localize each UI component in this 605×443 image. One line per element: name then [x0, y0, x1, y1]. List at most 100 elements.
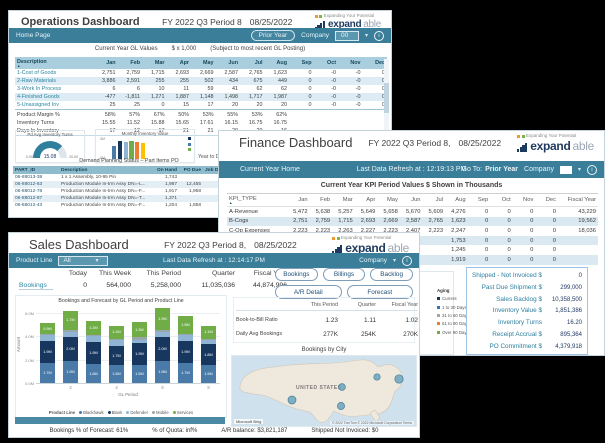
bar-segment: 1.3M	[132, 322, 147, 338]
column-header[interactable]: Jun	[399, 193, 423, 207]
summary-column-header: Fiscal Year	[253, 270, 287, 277]
kpi-label: Shipped - Not Invoiced $	[472, 272, 542, 280]
sales-titlebar: Sales Dashboard FY 2022 Q3 Period 8, 08/2…	[9, 233, 419, 256]
monthly-inventory-chart-card: Monthly Inventory Value 5M 0M	[95, 129, 195, 163]
chevron-down-icon[interactable]: ▾	[364, 33, 368, 39]
info-icon[interactable]: i	[587, 164, 597, 175]
company-input[interactable]	[559, 165, 572, 174]
column-header[interactable]: Fiscal Year	[558, 193, 598, 207]
column-header[interactable]: Jan	[93, 57, 118, 69]
footer-stat: % of Quota: inf%	[152, 428, 198, 434]
finance-titlebar: Finance Dashboard FY 2022 Q3 Period 8, 08…	[219, 131, 604, 154]
x-axis-tick	[86, 385, 101, 390]
info-icon[interactable]: i	[402, 255, 412, 266]
prior-year-button[interactable]: Prior Year	[250, 30, 296, 41]
column-header[interactable]: Sep	[467, 193, 491, 207]
sales-dashboard-window: Sales Dashboard FY 2022 Q3 Period 8, 08/2…	[8, 232, 420, 438]
column-header[interactable]: Dec	[535, 193, 558, 207]
goto-prior-year-link[interactable]: Go To: Prior Year	[461, 166, 519, 173]
column-header[interactable]: PO Due	[179, 166, 203, 174]
bar-segment: 1.9M	[132, 343, 147, 366]
legend-item: 31 to 60 Days	[437, 312, 473, 320]
column-header[interactable]: May	[191, 57, 216, 69]
orange-square-icon	[517, 134, 521, 138]
column-header[interactable]: Feb	[309, 193, 333, 207]
product-line-label: Product Line	[16, 257, 53, 264]
nav-home-page[interactable]: Home Page	[16, 32, 51, 39]
bar-segment: 2.0M	[155, 337, 170, 361]
column-header[interactable]: Mar	[332, 193, 355, 207]
logo-text-light: able	[572, 138, 594, 153]
product-line-select[interactable]: All	[57, 255, 108, 266]
kpi-value: 4,379,918	[555, 343, 582, 350]
sales-action-buttons: Bookings Billings Backlog A/R Detail Foreca…	[275, 268, 414, 299]
forecast-button[interactable]: Forecast	[346, 285, 413, 299]
column-header[interactable]: Oct	[490, 193, 513, 207]
bookings-button[interactable]: Bookings	[275, 268, 318, 281]
column-header[interactable]: Jul	[240, 57, 265, 69]
green-square-icon	[521, 134, 525, 138]
column-header[interactable]: Sep	[289, 57, 314, 69]
column-header[interactable]: Job Due	[203, 166, 223, 174]
column-header[interactable]: Dec	[362, 57, 387, 69]
column-header[interactable]: Mar	[142, 57, 167, 69]
chevron-down-icon[interactable]: ▾	[392, 258, 396, 264]
operations-dashboard-window: Operations Dashboard FY 2022 Q3 Period 8…	[8, 10, 392, 218]
column-header[interactable]: Aug	[264, 57, 289, 69]
book-to-bill-table: This Period Quarter Fiscal Year Book-to-Bil…	[233, 297, 418, 343]
bookings-summary: Today This Week This Period Quarter Fiscal Y…	[19, 270, 287, 290]
x-axis-tick	[132, 385, 147, 390]
logo-text-light: able	[387, 240, 410, 255]
column-header[interactable]: Description	[59, 166, 153, 174]
orange-square-icon	[332, 236, 336, 240]
info-icon[interactable]: i	[374, 30, 384, 41]
finance-nav-bar: Current Year Home Last Data Refresh at :…	[219, 161, 604, 178]
column-header[interactable]: Nov	[512, 193, 536, 207]
bar-segment	[86, 335, 101, 337]
column-header[interactable]: Aug	[445, 193, 468, 207]
billings-button[interactable]: Billings	[322, 268, 366, 281]
column-header[interactable]: Nov	[338, 57, 363, 69]
sort-asc-icon: ▲	[17, 64, 21, 68]
bar-segment: 1.7M	[178, 363, 193, 383]
scrollbar[interactable]	[384, 59, 389, 151]
legend-item: Blackhawk	[79, 410, 104, 415]
operations-titlebar: Operations Dashboard FY 2022 Q3 Period 8…	[9, 11, 391, 32]
table-row: 06-88012-63 Production Module In-trm Assy…	[13, 181, 223, 188]
table-row: Product Margin % 58% 57% 67% 50% 53% 55% 53% 62%	[15, 109, 387, 119]
legend-swatch-icon	[437, 305, 440, 309]
column-header[interactable]: May	[377, 193, 400, 207]
chevron-down-icon[interactable]: ▾	[95, 258, 99, 264]
bookings-city-map[interactable]: UNITED STATES Microsoft Bing © 2022 TomT…	[231, 355, 417, 427]
legend-dot-icon	[172, 411, 176, 414]
ratio-value: 270K	[403, 330, 418, 338]
a-r-detail-button[interactable]: A/R Detail	[275, 285, 342, 299]
column-header[interactable]: Apr	[166, 57, 191, 69]
inventory-bar-chart	[112, 138, 146, 159]
inventory-chart-legend	[188, 137, 191, 151]
bar-segment: 1.5M	[201, 365, 216, 383]
column-header[interactable]: Oct	[313, 57, 338, 69]
scrollbar-thumb[interactable]	[384, 83, 389, 113]
column-header[interactable]: Description ▲	[15, 57, 93, 69]
column-header[interactable]: Jun	[215, 57, 240, 69]
column-header[interactable]: Jan	[287, 193, 310, 207]
column-header[interactable]: KPI_TYPE ▲	[227, 193, 287, 207]
stacked-bar: 1.9M 2.0M 1.7M	[63, 310, 78, 383]
column-header[interactable]: PART_ID	[13, 166, 59, 174]
column-header[interactable]: On Hand	[153, 166, 179, 174]
backlog-button[interactable]: Backlog	[370, 268, 414, 281]
nav-current-year-home[interactable]: Current Year Home	[240, 166, 300, 173]
legend-item: Services	[172, 410, 193, 415]
ratio-column-header: This Period	[302, 302, 338, 311]
y-axis-tick: 0.0M	[25, 381, 34, 386]
column-header[interactable]: Apr	[354, 193, 378, 207]
company-select[interactable]: 00	[334, 30, 359, 41]
column-header[interactable]: Feb	[117, 57, 142, 69]
city-marker	[337, 402, 345, 410]
chevron-down-icon[interactable]: ▾	[577, 167, 581, 173]
gauge-min-label: 0.00	[26, 155, 33, 159]
column-header[interactable]: Jul	[422, 193, 446, 207]
gauge-max-label: 20.00	[69, 155, 78, 159]
